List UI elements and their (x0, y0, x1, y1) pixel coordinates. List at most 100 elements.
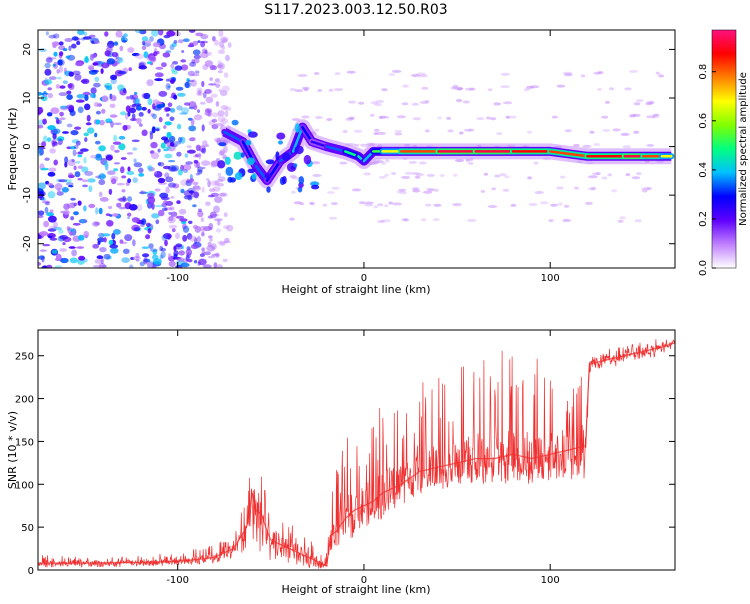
noise-blob (466, 218, 477, 222)
noise-blob (177, 169, 183, 176)
colorbar-ticks: 0.0 0.2 0.4 0.6 0.8 (698, 64, 716, 276)
noise-blob (533, 161, 539, 165)
noise-blob (106, 44, 115, 49)
noise-blob (120, 157, 127, 160)
noise-blob (100, 174, 107, 179)
noise-blob (217, 62, 225, 70)
noise-blob (226, 224, 234, 232)
noise-blob (333, 88, 344, 92)
noise-blob (172, 228, 176, 233)
track-blob (251, 173, 257, 180)
signal-track (217, 119, 675, 193)
noise-blob (173, 40, 178, 44)
noise-blob (95, 119, 101, 125)
noise-blob (204, 112, 209, 115)
noise-blob (132, 147, 138, 151)
track-blob (246, 157, 255, 166)
colorbar: 0.0 0.2 0.4 0.6 0.8 Normalized spectral ampl… (698, 29, 749, 276)
colorbar-tick-label: 0.8 (698, 64, 709, 80)
noise-blob (218, 49, 226, 55)
noise-blob (188, 220, 193, 224)
noise-blob (315, 116, 323, 119)
noise-blob (225, 54, 230, 62)
track-blob (281, 152, 291, 161)
noise-blob (510, 203, 517, 207)
noise-blob (110, 74, 118, 81)
noise-blob (166, 30, 176, 37)
noise-blob (98, 207, 103, 215)
noise-blob (83, 230, 90, 238)
noise-blob (69, 110, 76, 117)
noise-blob (75, 160, 81, 164)
noise-blob (111, 232, 116, 240)
noise-blob (82, 184, 88, 188)
noise-blob (223, 145, 228, 153)
noise-blob (45, 201, 50, 206)
track-blob (293, 163, 298, 168)
noise-blob (136, 105, 143, 111)
noise-blob (217, 176, 226, 182)
noise-blob (502, 188, 510, 192)
noise-blob (47, 87, 52, 91)
noise-blob (289, 175, 297, 178)
noise-blob (58, 179, 68, 183)
noise-blob (593, 71, 602, 75)
noise-blob (124, 234, 133, 242)
noise-blob (211, 112, 220, 118)
noise-blob (534, 191, 544, 194)
noise-blob (61, 187, 69, 193)
noise-blob (374, 160, 384, 164)
noise-blob (655, 71, 660, 75)
noise-blob (168, 224, 177, 229)
noise-blob (209, 188, 216, 193)
noise-blob (106, 58, 115, 65)
noise-blob (499, 173, 507, 177)
noise-blob (364, 201, 374, 205)
noise-blob (562, 71, 573, 75)
noise-blob (132, 177, 138, 184)
noise-blob (68, 45, 72, 51)
noise-blob (197, 166, 203, 173)
noise-blob (189, 61, 197, 67)
noise-blob (215, 83, 221, 88)
noise-blob (71, 36, 79, 41)
noise-blob (64, 179, 72, 183)
noise-blob (148, 167, 155, 172)
noise-blob (153, 51, 158, 57)
noise-blob (81, 166, 89, 173)
noise-blob (463, 128, 474, 132)
noise-blob (221, 85, 230, 93)
noise-blob (192, 204, 197, 208)
noise-blob (453, 173, 458, 177)
noise-blob (73, 165, 77, 171)
noise-blob (527, 176, 532, 180)
noise-blob (227, 42, 232, 48)
noise-blob (224, 106, 232, 111)
noise-blob (69, 257, 78, 264)
noise-blob (44, 157, 50, 161)
y-tick-label: 200 (15, 395, 34, 406)
noise-blob (100, 257, 104, 265)
x-tick-label: -100 (166, 575, 189, 586)
noise-blob (220, 124, 224, 131)
noise-blob (64, 156, 69, 164)
noise-blob (205, 144, 210, 147)
noise-blob (58, 92, 68, 97)
noise-blob (373, 205, 379, 209)
noise-blob (48, 235, 53, 239)
noise-blob (152, 258, 162, 265)
noise-blob (95, 140, 101, 145)
noise-blob (107, 170, 116, 175)
noise-blob (439, 174, 445, 177)
noise-blob (39, 249, 47, 252)
noise-blob (207, 180, 211, 188)
noise-blob (196, 87, 203, 93)
noise-blob (199, 101, 206, 105)
noise-blob (214, 122, 222, 127)
noise-blob (173, 245, 177, 252)
noise-blob (119, 206, 126, 210)
noise-blob (77, 165, 83, 169)
noise-blob (97, 240, 101, 245)
noise-blob (213, 205, 220, 213)
noise-blob (404, 218, 409, 222)
